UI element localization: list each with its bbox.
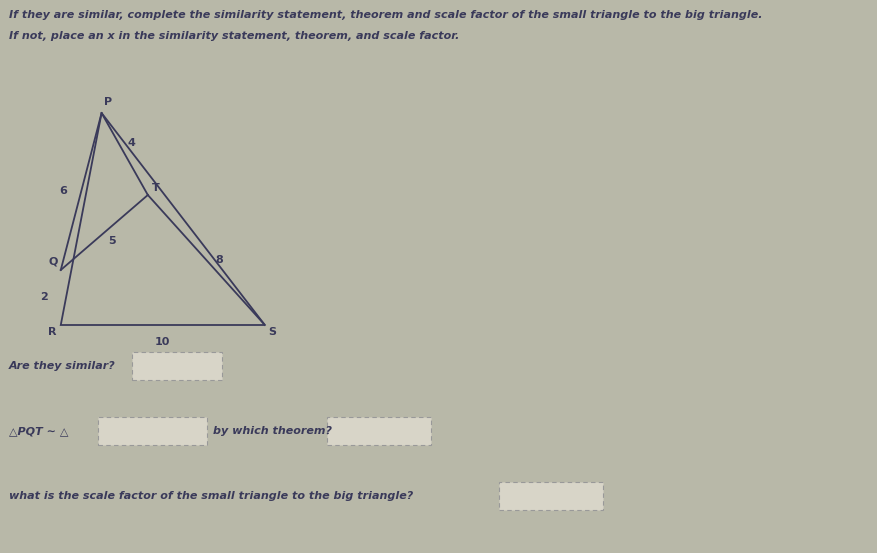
- FancyBboxPatch shape: [132, 352, 222, 380]
- Text: 8: 8: [216, 255, 223, 265]
- FancyBboxPatch shape: [326, 417, 431, 445]
- Text: by which theorem?: by which theorem?: [213, 426, 332, 436]
- Text: 2: 2: [40, 293, 48, 302]
- Text: Q: Q: [48, 256, 58, 266]
- Text: 10: 10: [155, 337, 170, 347]
- Text: If they are similar, complete the similarity statement, theorem and scale factor: If they are similar, complete the simila…: [9, 10, 763, 20]
- Text: what is the scale factor of the small triangle to the big triangle?: what is the scale factor of the small tr…: [9, 491, 413, 501]
- Text: S: S: [268, 327, 276, 337]
- Text: R: R: [48, 327, 57, 337]
- Text: Are they similar?: Are they similar?: [9, 361, 116, 371]
- Text: T: T: [153, 183, 160, 193]
- Text: △PQT ∼ △: △PQT ∼ △: [9, 426, 68, 436]
- Text: 6: 6: [59, 186, 67, 196]
- Text: 4: 4: [127, 138, 135, 148]
- Text: If not, place an x in the similarity statement, theorem, and scale factor.: If not, place an x in the similarity sta…: [9, 31, 460, 41]
- Text: P: P: [104, 97, 112, 107]
- FancyBboxPatch shape: [499, 482, 603, 510]
- FancyBboxPatch shape: [98, 417, 207, 445]
- Text: 5: 5: [108, 237, 116, 247]
